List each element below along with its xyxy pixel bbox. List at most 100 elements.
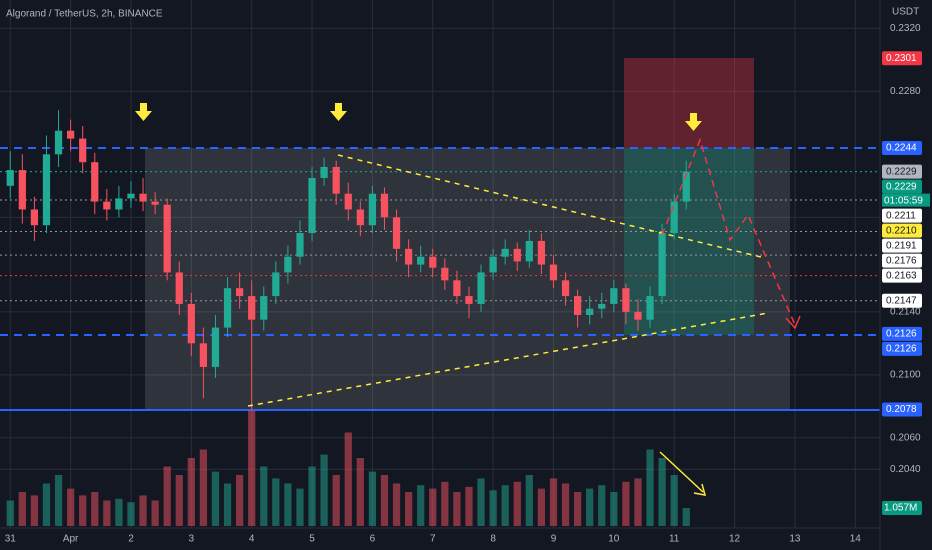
x-tick-label: 5 [309,534,315,545]
arrow-marker [135,103,152,121]
candle-body [537,240,546,265]
candle-body [115,198,123,210]
volume-bar [429,488,437,526]
volume-bar [670,475,678,526]
candle-body [441,267,449,281]
candle-body [308,177,316,234]
volume-bar [368,471,377,526]
y-tick-label: 0.2100 [890,369,921,380]
candle-body [513,248,521,262]
candle-body [392,217,401,249]
volume-bar [392,483,401,526]
volume-bar [658,458,666,526]
price-tag-label: 0.2147 [886,295,917,306]
x-tick-label: 2 [128,534,134,545]
price-tag-label: 0.2078 [886,404,917,415]
volume-bar [272,478,280,526]
price-tag-label: 0.2210 [886,225,917,236]
candle-body [380,193,389,218]
volume-arrow [659,451,704,493]
volume-bar [18,492,26,526]
price-tag [882,51,922,66]
candle-body [682,171,690,202]
volume-bar [453,492,461,526]
x-tick-label: 7 [430,534,436,545]
candle-body [151,201,159,205]
volume-bar [103,500,111,526]
volume-bar [380,475,389,526]
x-tick-label: 14 [850,534,862,545]
candle-body [332,166,340,194]
volume-bar [610,492,618,526]
volume-bar [163,466,171,526]
volume-bar [404,492,413,526]
candles [6,110,690,410]
candle-body [573,296,582,315]
candle-body [91,162,99,202]
candle-body [404,248,413,265]
price-tags: 0.2301 0.2244 0.2229 0.2229 01:05:59 0.2211 0.… [882,51,930,516]
volume-bar [115,498,123,526]
price-tag [882,293,922,308]
volume-bar [235,475,244,526]
projection-arrowhead [785,315,801,330]
candle-body [248,296,256,320]
x-tick-label: Apr [63,534,79,545]
volume-bar [586,488,594,526]
price-tag [882,238,922,253]
arrow-marker [330,103,347,121]
candle-body [477,272,485,304]
candle-body [54,130,63,155]
volume-bar [501,485,509,526]
candle-body [356,209,364,226]
candle-body [368,193,377,226]
price-tag-label: 0.2301 [886,53,917,64]
candle-body [501,248,509,257]
price-tag-label: 0.2191 [886,240,917,251]
volume-bar [296,488,304,526]
candle-body [586,308,594,315]
candle-body [610,288,618,304]
candle-body [223,288,232,328]
volume-bar [248,410,256,526]
volume-bar [513,481,521,526]
x-tick-label: 8 [490,534,496,545]
x-tick-label: 11 [669,534,680,545]
volume-bar [211,471,220,526]
price-tag [882,253,922,268]
candle-body [320,166,328,178]
arrow-markers [135,103,702,131]
volume-bar [525,475,533,526]
chart-title: Algorand / TetherUS, 2h, BINANCE [6,9,163,20]
candle-body [30,209,39,226]
volume-bar [477,478,485,526]
candle-body [429,256,437,268]
candle-body [284,256,292,273]
volume-arrowhead [693,483,707,496]
price-tag [882,208,922,223]
volume-bar [646,449,654,526]
candle-body [417,256,425,265]
volume-bar [465,486,473,526]
candle-body [344,193,352,210]
y-tick-label: 0.2040 [890,464,921,475]
risk-zone [624,58,754,148]
volume-bar [127,502,135,526]
price-tag-label: 0.2176 [886,255,917,266]
candle-body [598,303,606,309]
volume-bar [549,478,558,526]
price-tag [882,402,922,417]
volume-bar [308,466,316,526]
price-tag [882,223,922,238]
candle-body [260,296,268,320]
candle-body [42,154,51,226]
candle-body [199,343,208,367]
volume-bar [682,508,690,526]
volume-bar [634,478,642,526]
candle-body [139,193,147,202]
candle-body [453,280,461,297]
candle-body [211,327,220,367]
volume-bar [537,488,546,526]
countdown-tag [882,193,930,207]
